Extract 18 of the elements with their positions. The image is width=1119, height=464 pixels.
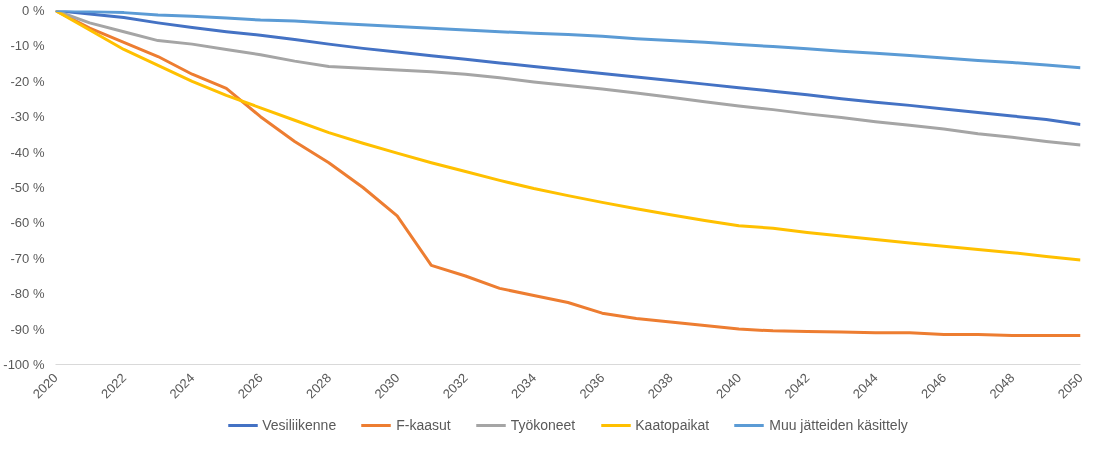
legend-label: F-kaasut bbox=[396, 417, 451, 433]
y-tick-label: -70 % bbox=[10, 250, 45, 266]
y-tick-label: -90 % bbox=[10, 321, 45, 337]
y-tick-label: 0 % bbox=[22, 3, 45, 18]
y-tick-label: -30 % bbox=[10, 109, 45, 125]
y-tick-label: -100 % bbox=[3, 357, 45, 372]
y-tick-label: -60 % bbox=[10, 215, 45, 231]
y-tick-label: -50 % bbox=[10, 180, 45, 195]
line-series bbox=[55, 10, 1081, 70]
y-tick-label: -80 % bbox=[10, 286, 45, 302]
legend-label: Vesiliikenne bbox=[262, 417, 337, 433]
legend-label: Muu jätteiden käsittely bbox=[769, 417, 908, 433]
y-tick-label: -20 % bbox=[10, 73, 45, 89]
legend-label: Kaatopaikat bbox=[635, 417, 710, 433]
legend-label: Työkoneet bbox=[510, 417, 576, 433]
line-series bbox=[55, 10, 1081, 262]
y-tick-label: -40 % bbox=[10, 144, 45, 160]
y-tick-label: -10 % bbox=[10, 38, 45, 54]
